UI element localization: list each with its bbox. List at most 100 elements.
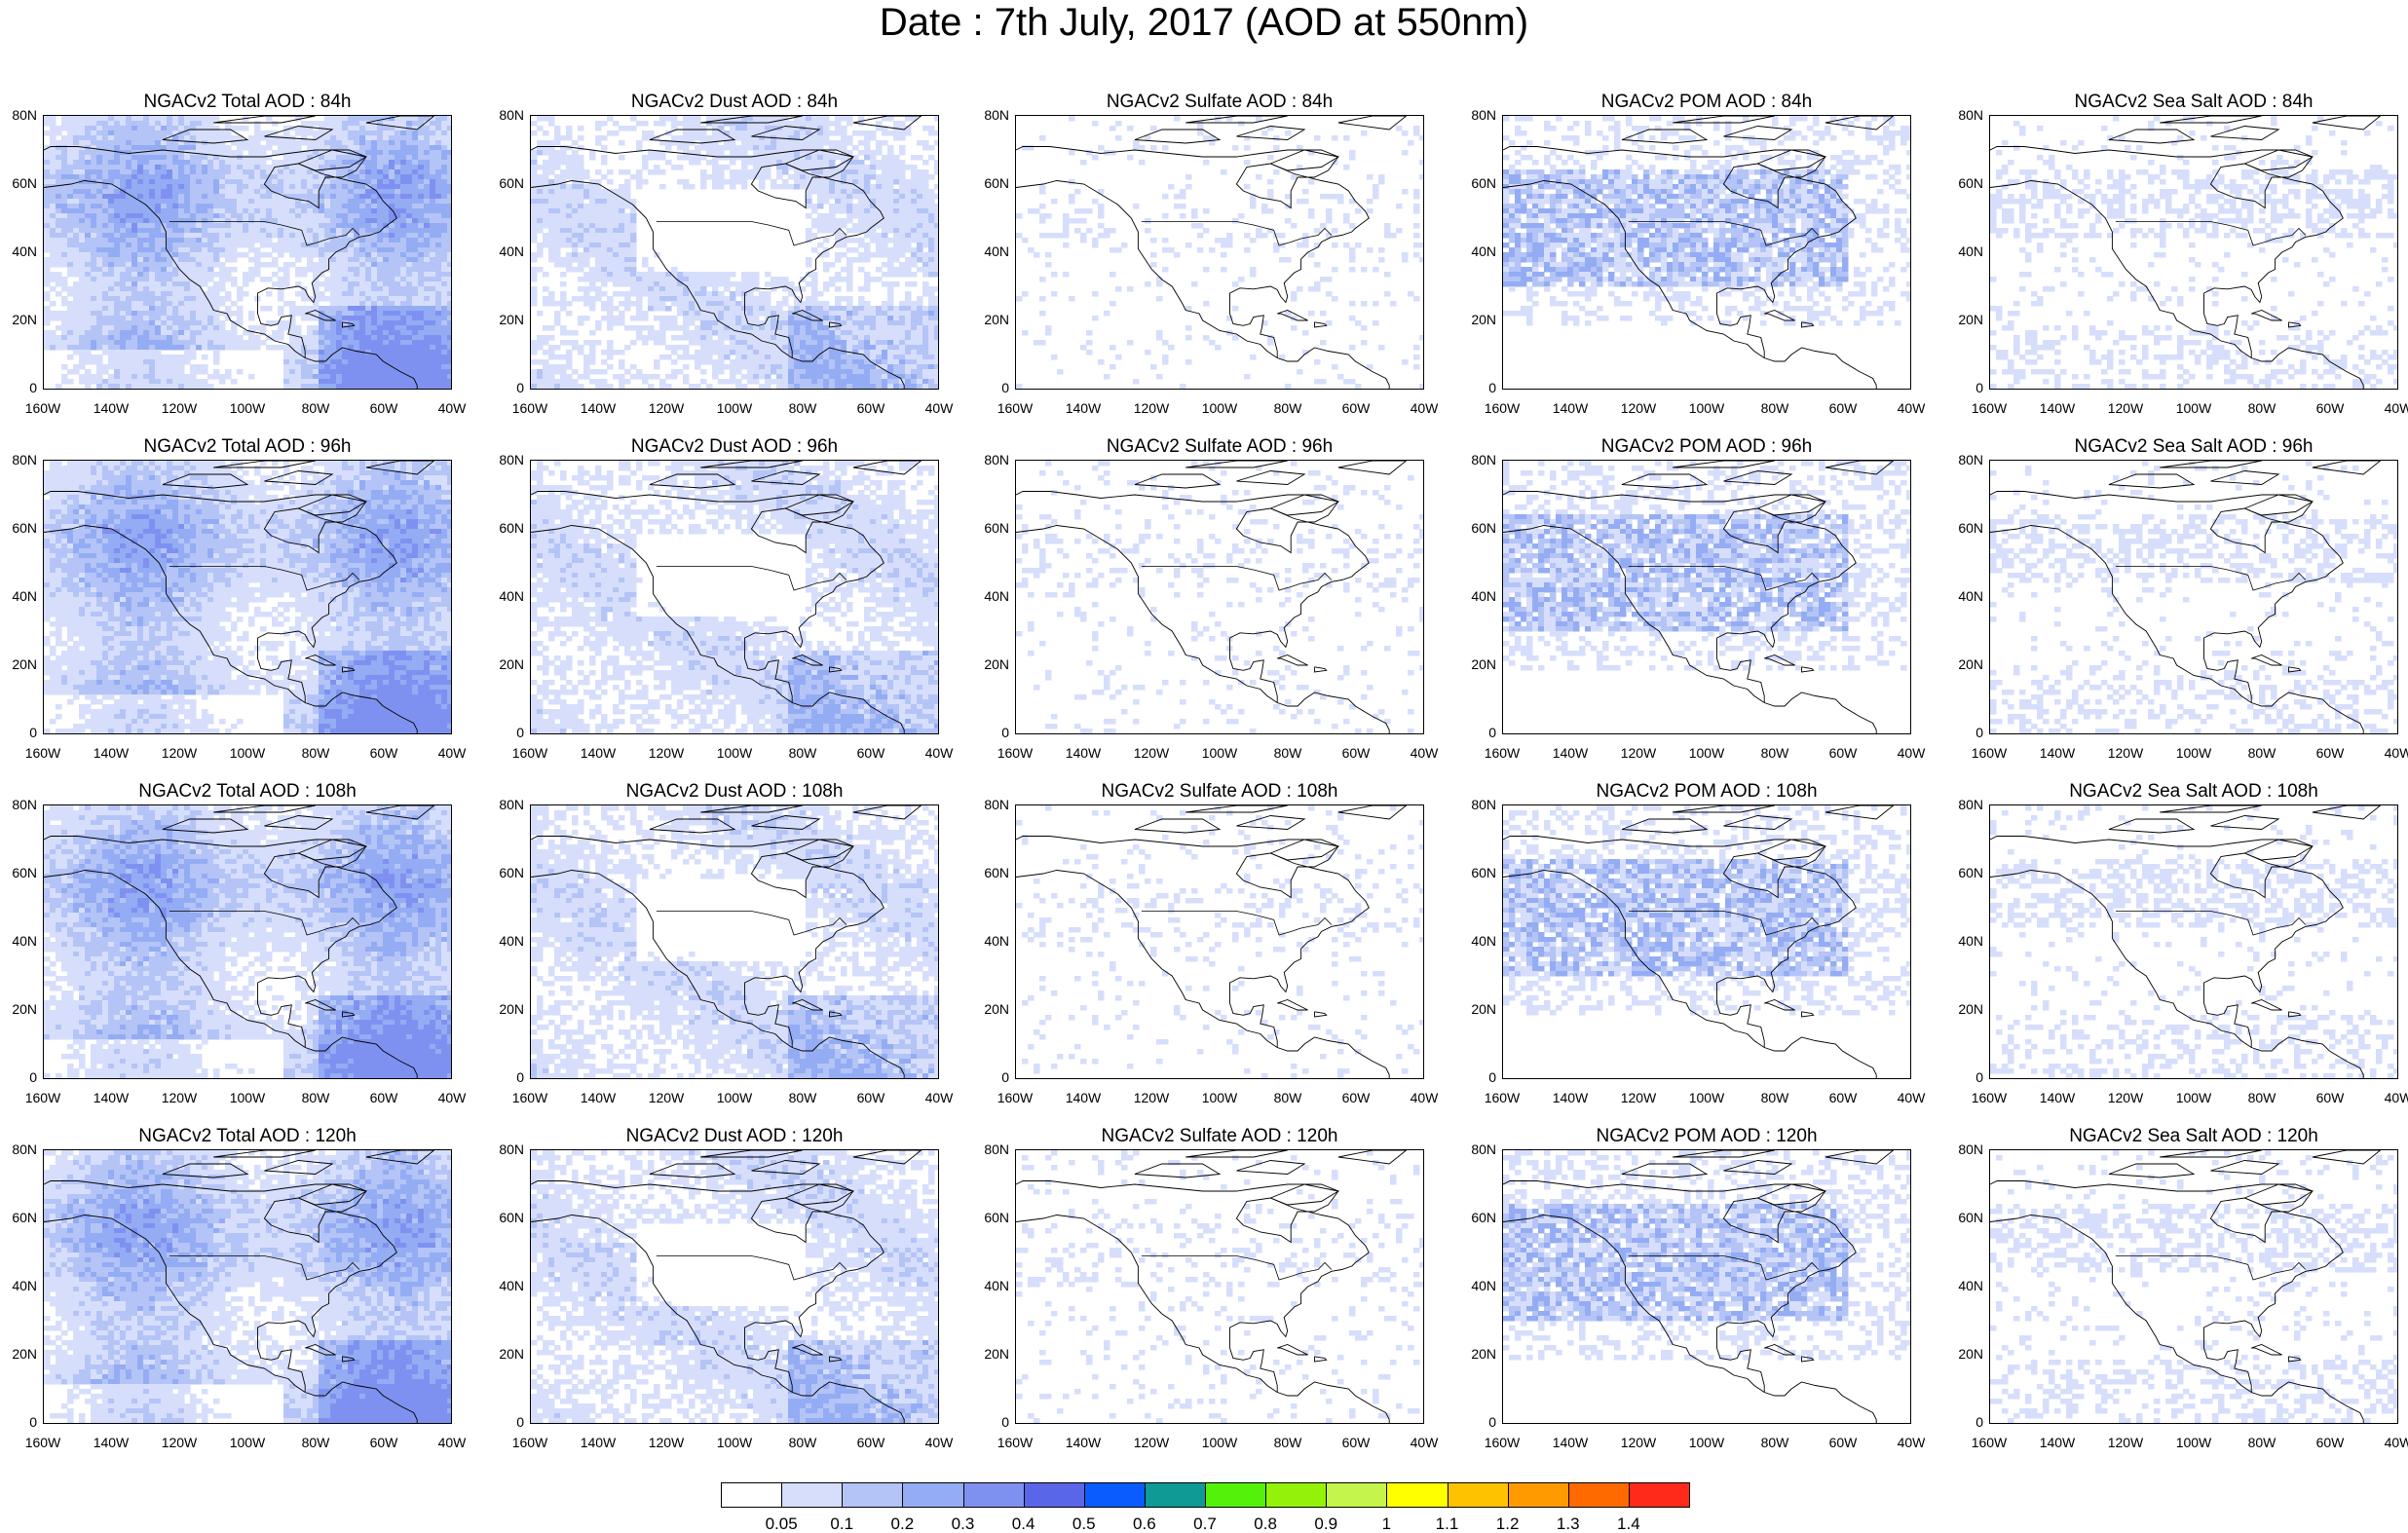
latitude-label: 20N (1459, 1347, 1496, 1361)
longitude-label: 140W (1059, 746, 1108, 760)
longitude-label: 60W (2306, 1436, 2354, 1449)
latitude-label: 60N (972, 176, 1009, 190)
map-svg (1990, 461, 2397, 733)
coastline (1802, 667, 1814, 672)
colorbar-swatch (902, 1482, 963, 1508)
longitude-label: 140W (87, 1436, 135, 1449)
latitude-label: 20N (1459, 657, 1496, 671)
longitude-label: 40W (428, 401, 476, 415)
longitude-label: 60W (1332, 1436, 1380, 1449)
coastline (1185, 461, 1288, 467)
latitude-label: 0 (1459, 1415, 1496, 1429)
longitude-label: 160W (1478, 1436, 1526, 1449)
longitude-label: 140W (87, 401, 135, 415)
colorbar-label: 0.8 (1241, 1515, 1290, 1532)
latitude-label: 20N (1459, 1002, 1496, 1016)
latitude-label: 40N (1459, 934, 1496, 948)
latitude-label: 20N (1459, 313, 1496, 326)
longitude-label: 160W (991, 746, 1039, 760)
longitude-label: 40W (428, 1091, 476, 1104)
latitude-label: 80N (0, 1142, 37, 1156)
longitude-label: 100W (1682, 746, 1731, 760)
colorbar-swatch (1326, 1482, 1387, 1508)
latitude-label: 0 (487, 1070, 524, 1084)
longitude-label: 100W (2169, 401, 2218, 415)
latitude-label: 80N (1946, 798, 1983, 811)
colorbar-swatch (1024, 1482, 1085, 1508)
latitude-label: 40N (0, 244, 37, 258)
longitude-label: 160W (1965, 1091, 2013, 1104)
longitude-label: 40W (1400, 1091, 1449, 1104)
map-svg (1503, 1150, 1910, 1423)
map-svg (1990, 1150, 2397, 1423)
colorbar-swatch (1629, 1482, 1690, 1508)
longitude-label: 40W (915, 1436, 963, 1449)
aod-map (530, 460, 939, 734)
longitude-label: 80W (1263, 1091, 1312, 1104)
colorbar-swatch (1265, 1482, 1327, 1508)
panel-title: NGACv2 Sea Salt AOD : 84h (1989, 92, 2398, 113)
longitude-label: 80W (291, 401, 340, 415)
longitude-label: 100W (223, 401, 272, 415)
latitude-label: 60N (0, 176, 37, 190)
longitude-label: 80W (1750, 1091, 1799, 1104)
aod-map (43, 115, 452, 390)
longitude-label: 80W (291, 1436, 340, 1449)
latitude-label: 80N (972, 453, 1009, 467)
longitude-label: 60W (2306, 401, 2354, 415)
longitude-label: 140W (574, 746, 622, 760)
colorbar-label: 1.4 (1604, 1515, 1653, 1532)
longitude-label: 80W (2238, 1436, 2286, 1449)
latitude-label: 40N (1459, 1279, 1496, 1292)
latitude-label: 40N (0, 589, 37, 603)
panel-title: NGACv2 Dust AOD : 108h (530, 781, 939, 803)
coastline (1277, 655, 1307, 666)
longitude-label: 60W (847, 746, 895, 760)
map-svg (44, 116, 451, 389)
longitude-label: 40W (2374, 1091, 2408, 1104)
latitude-label: 20N (1946, 1347, 1983, 1361)
colorbar-swatch (1568, 1482, 1630, 1508)
longitude-label: 40W (2374, 401, 2408, 415)
coastline (2251, 655, 2281, 666)
longitude-label: 40W (428, 746, 476, 760)
latitude-label: 60N (487, 866, 524, 879)
longitude-label: 120W (155, 1091, 204, 1104)
colorbar-label: 0.4 (999, 1515, 1048, 1532)
longitude-label: 120W (1127, 746, 1176, 760)
latitude-label: 40N (487, 1279, 524, 1292)
longitude-label: 120W (1614, 1091, 1663, 1104)
colorbar-label: 0.5 (1060, 1515, 1109, 1532)
coastline (2251, 1000, 2281, 1011)
coastline (1315, 667, 1327, 672)
longitude-label: 160W (506, 401, 554, 415)
map-svg (1016, 461, 1423, 733)
panel-title: NGACv2 POM AOD : 96h (1502, 436, 1911, 458)
latitude-label: 40N (1946, 1279, 1983, 1292)
longitude-label: 100W (2169, 746, 2218, 760)
latitude-label: 80N (487, 108, 524, 122)
latitude-label: 40N (1946, 589, 1983, 603)
coastline (1315, 1012, 1327, 1017)
longitude-label: 80W (778, 401, 827, 415)
longitude-label: 40W (1400, 1436, 1449, 1449)
latitude-label: 0 (1946, 726, 1983, 739)
latitude-label: 60N (487, 176, 524, 190)
longitude-label: 140W (1546, 1436, 1595, 1449)
colorbar-label: 0.2 (878, 1515, 926, 1532)
aod-map (1989, 460, 2398, 734)
aod-map (1502, 115, 1911, 390)
latitude-label: 80N (0, 453, 37, 467)
latitude-label: 80N (1946, 108, 1983, 122)
coastline (1315, 322, 1327, 327)
panel-title: NGACv2 Total AOD : 120h (43, 1126, 452, 1147)
map-svg (44, 1150, 451, 1423)
latitude-label: 60N (0, 866, 37, 879)
longitude-label: 120W (1127, 1091, 1176, 1104)
